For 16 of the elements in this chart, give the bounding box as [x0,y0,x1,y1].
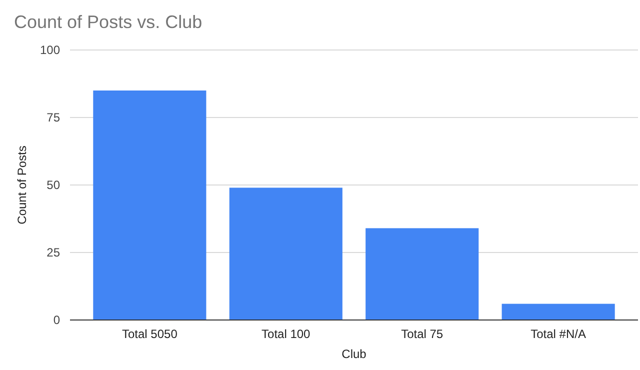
x-tick-label: Total 5050 [122,327,178,341]
bar [502,304,615,320]
bar [93,90,206,320]
x-tick-label: Total 100 [262,327,311,341]
bar [229,188,342,320]
y-tick-label: 75 [46,110,60,125]
bar [366,228,479,320]
y-axis-title: Count of Posts [15,146,29,224]
x-tick-label: Total #N/A [530,327,586,341]
x-axis-title: Club [342,347,367,361]
x-tick-label: Total 75 [401,327,444,341]
y-tick-label: 25 [46,246,60,260]
y-tick-label: 50 [46,178,60,192]
chart-title: Count of Posts vs. Club [14,12,202,32]
y-tick-label: 0 [53,313,60,328]
y-tick-label: 100 [40,43,60,58]
